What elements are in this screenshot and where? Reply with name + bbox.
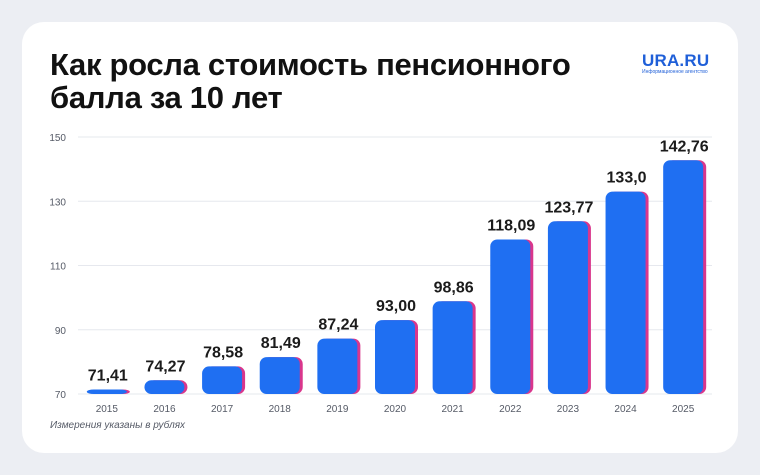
bar: [375, 320, 415, 394]
value-label: 133,0: [607, 170, 647, 187]
units-note: Измерения указаны в рублях: [50, 420, 186, 431]
x-tick-label: 2025: [672, 404, 695, 415]
x-tick-label: 2015: [96, 404, 119, 415]
y-tick-label: 110: [50, 262, 66, 273]
bar: [86, 389, 127, 394]
value-label: 74,27: [145, 358, 185, 375]
bar: [144, 380, 185, 394]
value-label: 78,58: [203, 344, 243, 361]
x-tick-label: 2020: [384, 404, 407, 415]
logo-name: URA.RU: [642, 51, 710, 70]
chart-title: Как росла стоимость пенсионного балла за…: [50, 47, 571, 115]
x-tick-label: 2021: [442, 404, 465, 415]
logo-tagline: Информационное агентство: [642, 69, 708, 75]
x-tick-label: 2016: [153, 404, 176, 415]
x-tick-label: 2018: [269, 404, 292, 415]
value-label: 71,41: [88, 367, 128, 384]
x-tick-label: 2022: [499, 404, 522, 415]
value-label: 81,49: [261, 335, 301, 352]
value-label: 123,77: [544, 199, 593, 216]
bar: [432, 301, 473, 394]
value-label: 98,86: [434, 279, 474, 296]
y-tick-label: 150: [49, 133, 66, 144]
value-label: 142,76: [660, 138, 709, 155]
y-tick-label: 90: [55, 326, 67, 337]
value-label: 118,09: [487, 218, 535, 235]
x-tick-label: 2019: [326, 404, 349, 415]
bar: [317, 338, 358, 394]
bar: [490, 239, 531, 394]
x-tick-label: 2023: [557, 404, 580, 415]
y-tick-label: 70: [55, 390, 67, 401]
bar: [202, 366, 243, 394]
value-label: 93,00: [376, 298, 416, 315]
y-tick-label: 130: [49, 197, 66, 208]
x-tick-label: 2017: [211, 404, 234, 415]
ura-logo[interactable]: URA.RU Информационное агентство: [642, 52, 718, 76]
value-label: 87,24: [318, 317, 358, 334]
bar: [259, 357, 300, 394]
bar: [663, 160, 704, 394]
bar: [547, 221, 588, 394]
bar: [605, 191, 646, 394]
x-tick-label: 2024: [614, 404, 637, 415]
